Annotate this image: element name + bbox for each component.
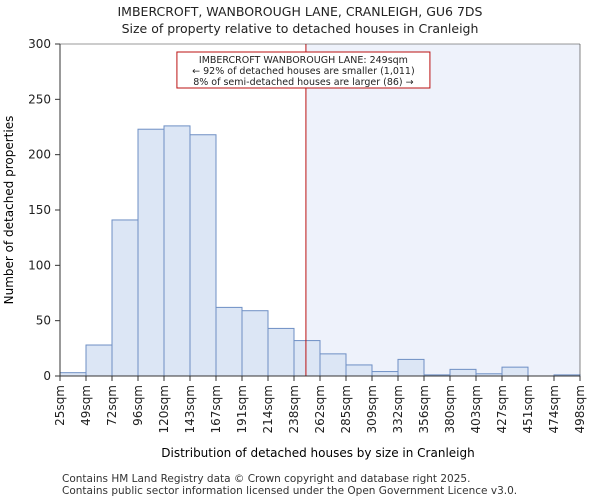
annotation-line-1: IMBERCROFT WANBOROUGH LANE: 249sqm [199, 55, 408, 66]
y-tick-label-300: 300 [28, 37, 51, 51]
bar-214sqm [267, 327, 295, 377]
larger-region-highlight [305, 44, 580, 376]
y-tick-label-0: 0 [43, 369, 51, 383]
x-axis-label: Distribution of detached houses by size … [161, 446, 474, 460]
x-tick-label-262sqm: 262sqm [313, 385, 327, 433]
x-tick-label-72sqm: 72sqm [105, 385, 119, 426]
bar-332sqm [397, 358, 425, 377]
bar-285sqm [345, 364, 373, 377]
footer-line-1: Contains HM Land Registry data © Crown c… [62, 473, 471, 485]
x-tick-label-498sqm: 498sqm [573, 385, 587, 433]
x-tick-label-120sqm: 120sqm [157, 385, 171, 433]
bar-96sqm [137, 128, 165, 377]
x-tick-label-332sqm: 332sqm [391, 385, 405, 433]
property-annotation: IMBERCROFT WANBOROUGH LANE: 249sqm← 92% … [176, 51, 431, 89]
y-tick-label-100: 100 [28, 258, 51, 272]
axes-group: 0 50 100 150 200 250 300 25sqm 49sqm 72sqm 96sqm 12… [28, 37, 587, 433]
bar-143sqm [189, 134, 217, 377]
x-tick-label-49sqm: 49sqm [79, 385, 93, 426]
bar-49sqm [85, 344, 113, 377]
x-tick-label-474sqm: 474sqm [547, 385, 561, 433]
y-tick-label-150: 150 [28, 203, 51, 217]
x-tick-label-403sqm: 403sqm [469, 385, 483, 433]
bars-group [59, 125, 581, 377]
bar-167sqm [215, 306, 243, 377]
annotation-line-2: ← 92% of detached houses are smaller (1,… [192, 66, 415, 77]
x-tick-label-191sqm: 191sqm [235, 385, 249, 433]
x-tick-label-238sqm: 238sqm [287, 385, 301, 433]
y-tick-label-250: 250 [28, 92, 51, 106]
x-tick-label-380sqm: 380sqm [443, 385, 457, 433]
x-tick-label-214sqm: 214sqm [261, 385, 275, 433]
y-tick-label-200: 200 [28, 148, 51, 162]
bar-380sqm [449, 368, 477, 377]
y-tick-label-50: 50 [36, 314, 51, 328]
bar-238sqm [293, 340, 321, 377]
footer-line-2: Contains public sector information licen… [62, 485, 518, 497]
chart-title: IMBERCROFT, WANBOROUGH LANE, CRANLEIGH, … [117, 4, 483, 19]
x-tick-label-309sqm: 309sqm [365, 385, 379, 433]
x-tick-label-143sqm: 143sqm [183, 385, 197, 433]
bar-120sqm [163, 125, 191, 377]
y-axis-label: Number of detached properties [2, 116, 16, 305]
bar-191sqm [241, 310, 269, 377]
x-tick-label-25sqm: 25sqm [53, 385, 67, 426]
annotation-line-3: 8% of semi-detached houses are larger (8… [193, 77, 413, 88]
x-tick-label-167sqm: 167sqm [209, 385, 223, 433]
x-tick-label-427sqm: 427sqm [495, 385, 509, 433]
bar-262sqm [319, 353, 347, 377]
chart-subtitle: Size of property relative to detached ho… [121, 21, 479, 36]
bar-309sqm [371, 371, 399, 377]
x-tick-label-96sqm: 96sqm [131, 385, 145, 426]
x-tick-label-451sqm: 451sqm [521, 385, 535, 433]
x-tick-label-285sqm: 285sqm [339, 385, 353, 433]
bar-72sqm [111, 219, 139, 377]
annotation-box [176, 51, 431, 89]
bar-427sqm [501, 366, 529, 377]
x-tick-label-356sqm: 356sqm [417, 385, 431, 433]
